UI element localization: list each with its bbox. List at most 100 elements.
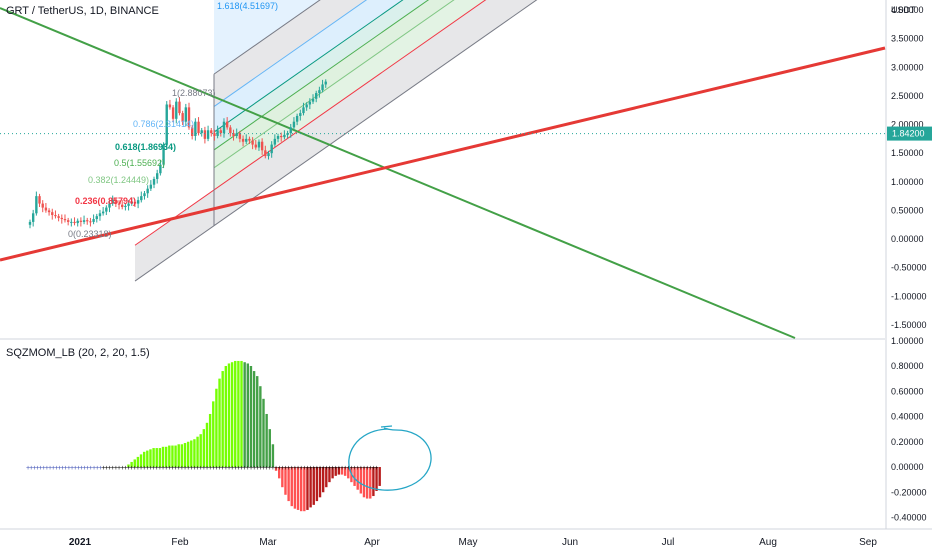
candle-body [133, 201, 137, 204]
squeeze-dot: + [35, 465, 39, 472]
squeeze-dot: + [111, 465, 115, 472]
momentum-bar [328, 467, 331, 483]
fib-level-label: 0.382(1.24449) [88, 175, 149, 185]
candle-body [175, 101, 178, 119]
fib-level-label: 0.786(2.31414) [133, 119, 194, 129]
squeeze-dot: + [362, 465, 366, 472]
squeeze-dot: + [262, 465, 266, 472]
momentum-bar [158, 448, 162, 467]
squeeze-dot: + [214, 465, 218, 472]
squeeze-dot: + [230, 465, 234, 472]
momentum-bar [161, 446, 165, 467]
candle-body [225, 121, 229, 128]
momentum-bar [164, 446, 168, 467]
candle-body [305, 104, 308, 108]
momentum-bar [256, 376, 259, 467]
last-price-label: 1.84200 [892, 129, 925, 139]
squeeze-dot: + [315, 465, 319, 472]
candle-body [210, 130, 213, 134]
momentum-tick-label: 0.00000 [891, 462, 924, 472]
candle-body [241, 138, 245, 142]
candle-body [111, 200, 114, 204]
annotation-circle [348, 427, 432, 491]
momentum-layer: + + + + + + + + + + + + + + + + + + + + + + + + + + + + + + + + + + + + + + + +… [26, 360, 381, 512]
momentum-bar [243, 362, 246, 467]
squeeze-dot: + [346, 465, 350, 472]
fib-level-label: 0.618(1.86934) [115, 142, 176, 152]
fib-level-label: 0.236(0.85794) [75, 196, 136, 206]
candle-body [318, 90, 321, 94]
momentum-tick-label: 0.40000 [891, 412, 924, 422]
candle-body [89, 221, 92, 223]
fib-level-label: 1.618(4.51697) [217, 1, 278, 11]
price-tick-label: 2.50000 [891, 91, 924, 101]
squeeze-dot: + [142, 465, 146, 472]
momentum-bar [312, 467, 315, 505]
squeeze-dot: + [76, 465, 80, 472]
squeeze-dot: + [180, 465, 184, 472]
candle-body [283, 134, 286, 138]
squeeze-dot: + [183, 465, 187, 472]
momentum-bar [142, 451, 146, 467]
momentum-bar [240, 360, 243, 467]
candle-body [60, 217, 63, 220]
squeeze-dot: + [42, 465, 46, 472]
candle-body [308, 101, 312, 105]
candle-body [315, 93, 318, 99]
momentum-bar [372, 467, 375, 497]
candle-body [162, 144, 165, 165]
momentum-bar [221, 371, 224, 467]
axis-layer: USDT4.000003.500003.000002.500002.000001… [0, 5, 932, 548]
momentum-bar [271, 444, 275, 467]
squeeze-dot: + [148, 465, 152, 472]
candle-body [302, 107, 305, 114]
candle-body [44, 207, 48, 211]
momentum-bar [331, 467, 334, 479]
momentum-bar [152, 448, 155, 467]
squeeze-dot: + [331, 465, 335, 472]
momentum-bar [318, 467, 322, 498]
squeeze-dot: + [136, 465, 140, 472]
candle-body [203, 130, 207, 139]
candle-body [295, 115, 299, 122]
squeeze-dot: + [258, 465, 262, 472]
candle-body [184, 107, 188, 122]
candle-body [229, 127, 232, 134]
momentum-bar [155, 448, 158, 467]
candle-body [63, 219, 67, 221]
momentum-bar [252, 371, 256, 467]
squeeze-dot: + [73, 465, 77, 472]
squeeze-dot: + [208, 465, 212, 472]
squeeze-dot: + [164, 465, 168, 472]
momentum-bar [205, 422, 209, 467]
squeeze-dot: + [61, 465, 65, 472]
fib-level-label: 1(2.88073) [172, 88, 216, 98]
squeeze-dot: + [265, 465, 269, 472]
squeeze-dot: + [79, 465, 83, 472]
fib-level-line [213, 0, 430, 151]
squeeze-dot: + [246, 465, 250, 472]
time-tick-label: Mar [259, 537, 277, 548]
momentum-bar [259, 386, 262, 467]
squeeze-dot: + [268, 465, 272, 472]
squeeze-dot: + [334, 465, 338, 472]
momentum-bar [180, 444, 184, 467]
candle-body [149, 184, 153, 189]
momentum-bar [133, 459, 136, 467]
candle-body [136, 200, 140, 204]
squeeze-dot: + [189, 465, 193, 472]
momentum-bar [274, 467, 278, 471]
momentum-bar [183, 443, 187, 467]
squeeze-dot: + [123, 465, 127, 472]
candle-body [98, 213, 102, 217]
squeeze-dot: + [371, 465, 375, 472]
squeeze-dot: + [274, 465, 278, 472]
momentum-tick-label: -0.20000 [891, 487, 927, 497]
candle-body [121, 204, 124, 208]
candle-body [130, 201, 133, 204]
momentum-bar [262, 398, 265, 467]
fib-level-line [213, 0, 368, 107]
